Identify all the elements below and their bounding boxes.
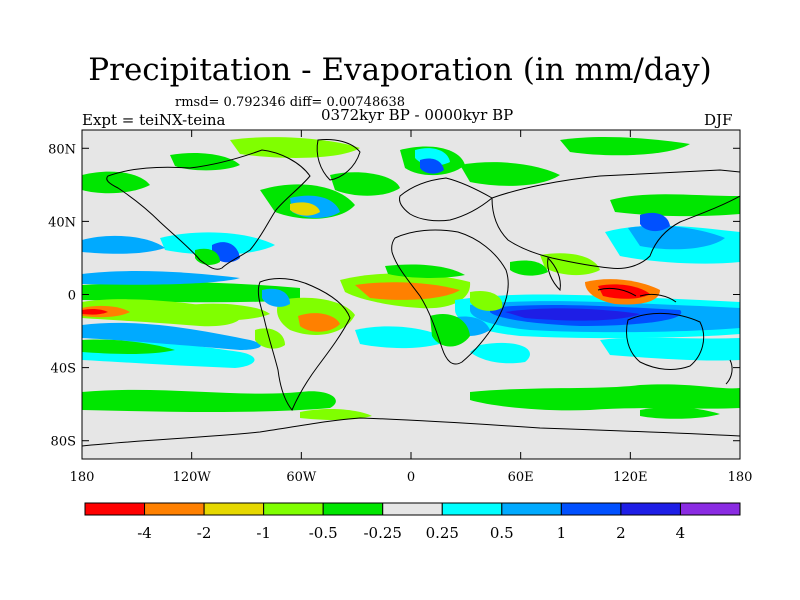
contour-region [255,328,285,349]
colorbar-swatch [263,502,324,516]
contour-region [82,308,108,315]
coastline-africa [391,229,509,365]
colorbar-label: -0.5 [309,524,338,542]
contour-region [180,303,270,321]
contour-region [640,212,670,232]
contour-region [82,322,261,350]
lon-tick-label: 60W [286,470,317,485]
contour-region [640,407,720,419]
contour-region [300,409,372,420]
contour-region [628,225,725,250]
colorbar-swatch [84,502,146,516]
coastline-india [547,256,561,292]
colorbar-swatch [560,502,622,516]
contour-region [230,137,360,158]
contour-region [170,153,240,171]
lon-tick-label: 60E [508,470,534,485]
stats-label: rmsd= 0.792346 diff= 0.00748638 [175,95,406,110]
contour-region [330,172,400,196]
contour-region [385,264,465,278]
colorbar-swatch [144,502,205,516]
map-panel: 80N 40N 0 40S 80S 180 120W 60W 0 60E 120E 180 [48,129,753,485]
contour-region [290,202,320,216]
contour-region [505,308,640,321]
map-title: Precipitation - Evaporation (in mm/day) [88,52,712,88]
contour-region [430,314,470,347]
contour-region [470,384,740,411]
anomaly-field [82,137,740,420]
contour-region [82,282,300,303]
longitude-axis: 180 120W 60W 0 60E 120E 180 [70,130,753,485]
coastline-antarctica [82,417,740,447]
colorbar-swatch [620,502,681,516]
coastline-australia [626,312,705,370]
contour-region [600,337,740,361]
coastline-europe [399,177,493,222]
lat-tick-label: 40N [48,215,76,230]
contour-region [262,288,290,307]
colorbar-label: 1 [557,524,567,542]
colorbar-swatch [679,502,741,516]
lon-tick-label: 0 [407,470,415,485]
colorbar-label: -1 [256,524,271,542]
coastline-asia [491,169,740,269]
lat-tick-label: 40S [51,362,76,377]
colorbar-label: -0.25 [363,524,401,542]
lat-tick-label: 80S [51,435,76,450]
coastline-north-america [106,149,311,270]
colorbar-swatch [382,502,443,516]
lon-tick-label: 120W [173,470,212,485]
coastlines [82,139,740,447]
contour-region [355,326,450,349]
colorbar-label: 4 [676,524,686,542]
colorbar-label: -4 [137,524,152,542]
contour-region [298,313,340,332]
colorbar: -4 -2 -1 -0.5 -0.25 0.25 0.5 1 2 4 [84,502,741,542]
contour-region [82,235,165,254]
period-label: 0372kyr BP - 0000kyr BP [321,106,514,124]
contour-region [560,137,690,156]
contour-region [82,271,240,285]
experiment-label: Expt = teiNX-teina [82,111,226,129]
contour-region [470,342,530,364]
contour-region [82,171,150,194]
colorbar-label: -2 [197,524,212,542]
colorbar-label: 2 [616,524,626,542]
lat-tick-label: 80N [48,142,76,157]
season-label: DJF [704,111,733,129]
contour-region [470,290,503,311]
latitude-axis: 80N 40N 0 40S 80S [48,142,740,450]
contour-region [355,282,460,300]
lat-tick-label: 0 [68,289,76,304]
lon-tick-label: 120E [613,470,647,485]
contour-region [510,260,548,276]
lon-tick-label: 180 [70,470,95,485]
colorbar-swatch [441,502,503,516]
coastline-maritime-continent [597,287,677,303]
lon-tick-label: 180 [728,470,753,485]
contour-region [460,162,560,186]
coastline-south-america [257,278,351,411]
coastline-greenland [316,139,361,181]
contour-region [420,158,444,174]
colorbar-label: 0.25 [426,524,459,542]
contour-region [82,389,336,412]
colorbar-swatch [322,502,384,516]
colorbar-swatch [501,502,562,516]
colorbar-label: 0.5 [490,524,514,542]
colorbar-swatch [203,502,265,516]
contour-region [82,339,175,354]
coastline-new-zealand [725,359,733,385]
